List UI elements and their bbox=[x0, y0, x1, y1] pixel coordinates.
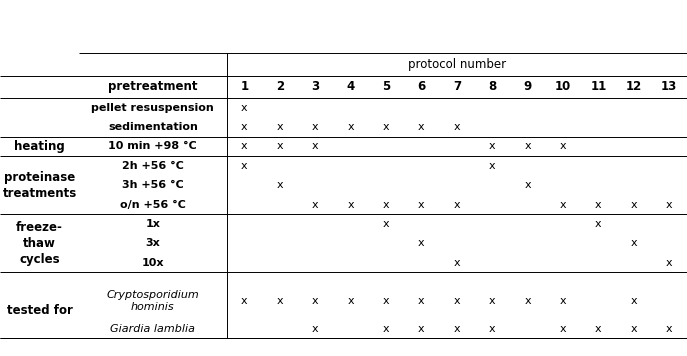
Text: 7: 7 bbox=[453, 80, 461, 93]
Text: x: x bbox=[666, 258, 673, 268]
Text: 3h +56 °C: 3h +56 °C bbox=[122, 180, 183, 190]
Text: x: x bbox=[631, 324, 638, 334]
Text: o/n +56 °C: o/n +56 °C bbox=[120, 199, 185, 210]
Text: x: x bbox=[489, 141, 495, 151]
Text: x: x bbox=[595, 199, 602, 210]
Text: x: x bbox=[418, 324, 425, 334]
Text: x: x bbox=[631, 238, 638, 248]
Text: x: x bbox=[418, 296, 425, 306]
Text: 2: 2 bbox=[275, 80, 284, 93]
Text: x: x bbox=[560, 141, 566, 151]
Text: x: x bbox=[348, 122, 354, 132]
Text: x: x bbox=[383, 122, 390, 132]
Text: x: x bbox=[631, 199, 638, 210]
Text: x: x bbox=[666, 324, 673, 334]
Text: 3: 3 bbox=[311, 80, 319, 93]
Text: x: x bbox=[276, 122, 283, 132]
Text: x: x bbox=[453, 199, 460, 210]
Text: 10 min +98 °C: 10 min +98 °C bbox=[109, 141, 197, 151]
Text: x: x bbox=[312, 324, 319, 334]
Text: 1x: 1x bbox=[146, 219, 160, 229]
Text: pellet resuspension: pellet resuspension bbox=[91, 103, 214, 112]
Text: 1: 1 bbox=[240, 80, 249, 93]
Text: 13: 13 bbox=[661, 80, 677, 93]
Text: x: x bbox=[312, 141, 319, 151]
Text: x: x bbox=[348, 199, 354, 210]
Text: freeze-
thaw
cycles: freeze- thaw cycles bbox=[16, 221, 63, 266]
Text: x: x bbox=[595, 219, 602, 229]
Text: x: x bbox=[524, 141, 531, 151]
Text: x: x bbox=[524, 180, 531, 190]
Text: 3x: 3x bbox=[146, 238, 160, 248]
Text: x: x bbox=[453, 296, 460, 306]
Text: x: x bbox=[241, 161, 248, 171]
Text: 11: 11 bbox=[590, 80, 607, 93]
Text: 6: 6 bbox=[417, 80, 425, 93]
Text: x: x bbox=[241, 122, 248, 132]
Text: x: x bbox=[560, 296, 566, 306]
Text: x: x bbox=[524, 296, 531, 306]
Text: x: x bbox=[312, 296, 319, 306]
Text: x: x bbox=[453, 324, 460, 334]
Text: x: x bbox=[348, 296, 354, 306]
Text: 2h +56 °C: 2h +56 °C bbox=[122, 161, 184, 171]
Text: 4: 4 bbox=[346, 80, 354, 93]
Text: x: x bbox=[276, 180, 283, 190]
Text: sedimentation: sedimentation bbox=[108, 122, 198, 132]
Text: protocol number: protocol number bbox=[408, 58, 506, 71]
Text: 10: 10 bbox=[555, 80, 571, 93]
Text: tested for: tested for bbox=[7, 304, 72, 317]
Text: x: x bbox=[383, 296, 390, 306]
Text: x: x bbox=[631, 296, 638, 306]
Text: 8: 8 bbox=[488, 80, 497, 93]
Text: x: x bbox=[453, 258, 460, 268]
Text: 9: 9 bbox=[523, 80, 532, 93]
Text: x: x bbox=[276, 141, 283, 151]
Text: x: x bbox=[453, 122, 460, 132]
Text: x: x bbox=[383, 324, 390, 334]
Text: proteinase
treatments: proteinase treatments bbox=[2, 171, 77, 200]
Text: x: x bbox=[241, 296, 248, 306]
Text: Giardia lamblia: Giardia lamblia bbox=[111, 324, 195, 334]
Text: x: x bbox=[418, 238, 425, 248]
Text: x: x bbox=[595, 324, 602, 334]
Text: 10x: 10x bbox=[142, 258, 164, 268]
Text: x: x bbox=[241, 103, 248, 112]
Text: heating: heating bbox=[14, 140, 65, 153]
Text: x: x bbox=[666, 199, 673, 210]
Text: x: x bbox=[489, 296, 495, 306]
Text: x: x bbox=[383, 219, 390, 229]
Text: x: x bbox=[560, 199, 566, 210]
Text: x: x bbox=[312, 122, 319, 132]
Text: x: x bbox=[489, 324, 495, 334]
Text: x: x bbox=[560, 324, 566, 334]
Text: x: x bbox=[276, 296, 283, 306]
Text: x: x bbox=[383, 199, 390, 210]
Text: x: x bbox=[241, 141, 248, 151]
Text: 12: 12 bbox=[626, 80, 642, 93]
Text: x: x bbox=[489, 161, 495, 171]
Text: x: x bbox=[418, 199, 425, 210]
Text: 5: 5 bbox=[382, 80, 390, 93]
Text: x: x bbox=[418, 122, 425, 132]
Text: pretreatment: pretreatment bbox=[108, 80, 198, 93]
Text: x: x bbox=[312, 199, 319, 210]
Text: Cryptosporidium
hominis: Cryptosporidium hominis bbox=[106, 290, 199, 312]
